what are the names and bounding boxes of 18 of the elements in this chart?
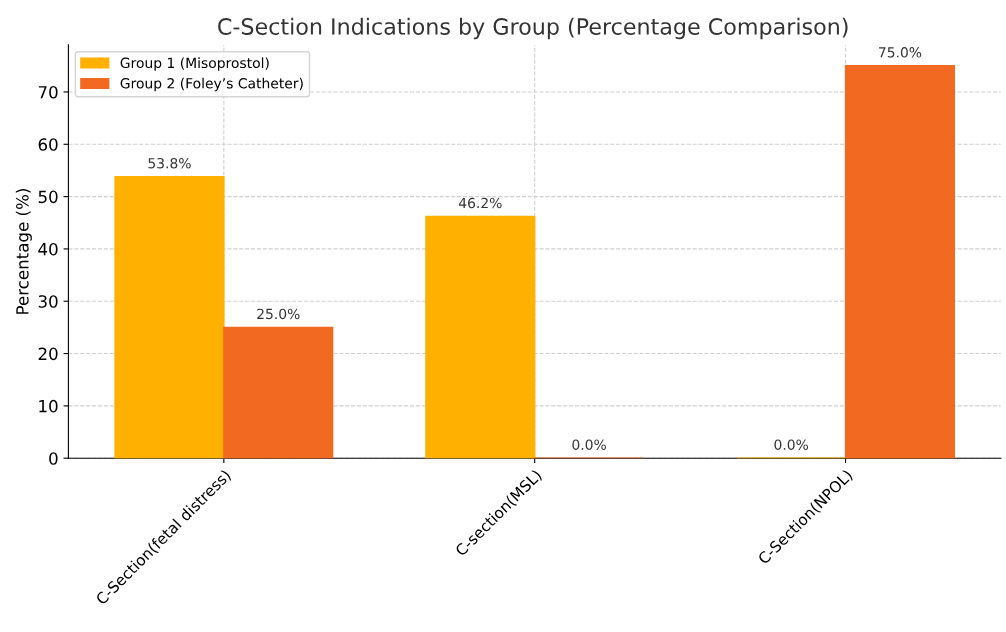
data-label: 46.2%: [458, 197, 502, 209]
data-label: 75.0%: [879, 47, 922, 58]
y-tick-label: 60: [38, 138, 58, 151]
data-label: 0.0%: [774, 439, 809, 450]
data-label: 25.0%: [257, 308, 300, 320]
y-tick-label: 20: [38, 347, 58, 361]
y-tick-label: 40: [38, 242, 58, 256]
y-tick-label: 70: [38, 85, 58, 99]
y-axis-title: Percentage (%): [15, 189, 32, 314]
legend-label: Group 2 (Foley’s Catheter): [120, 77, 303, 92]
y-tick-label: 30: [38, 295, 58, 308]
data-label: 53.8%: [148, 157, 191, 169]
chart-title: C-Section Indications by Group (Percentage Comparison): [218, 17, 848, 40]
legend-label: Group 1 (Misoprostol): [120, 57, 269, 71]
y-tick-label: 10: [39, 399, 58, 413]
y-tick-label: 0: [49, 452, 58, 465]
y-tick-label: 50: [38, 190, 58, 204]
data-label: 0.0%: [572, 439, 606, 450]
